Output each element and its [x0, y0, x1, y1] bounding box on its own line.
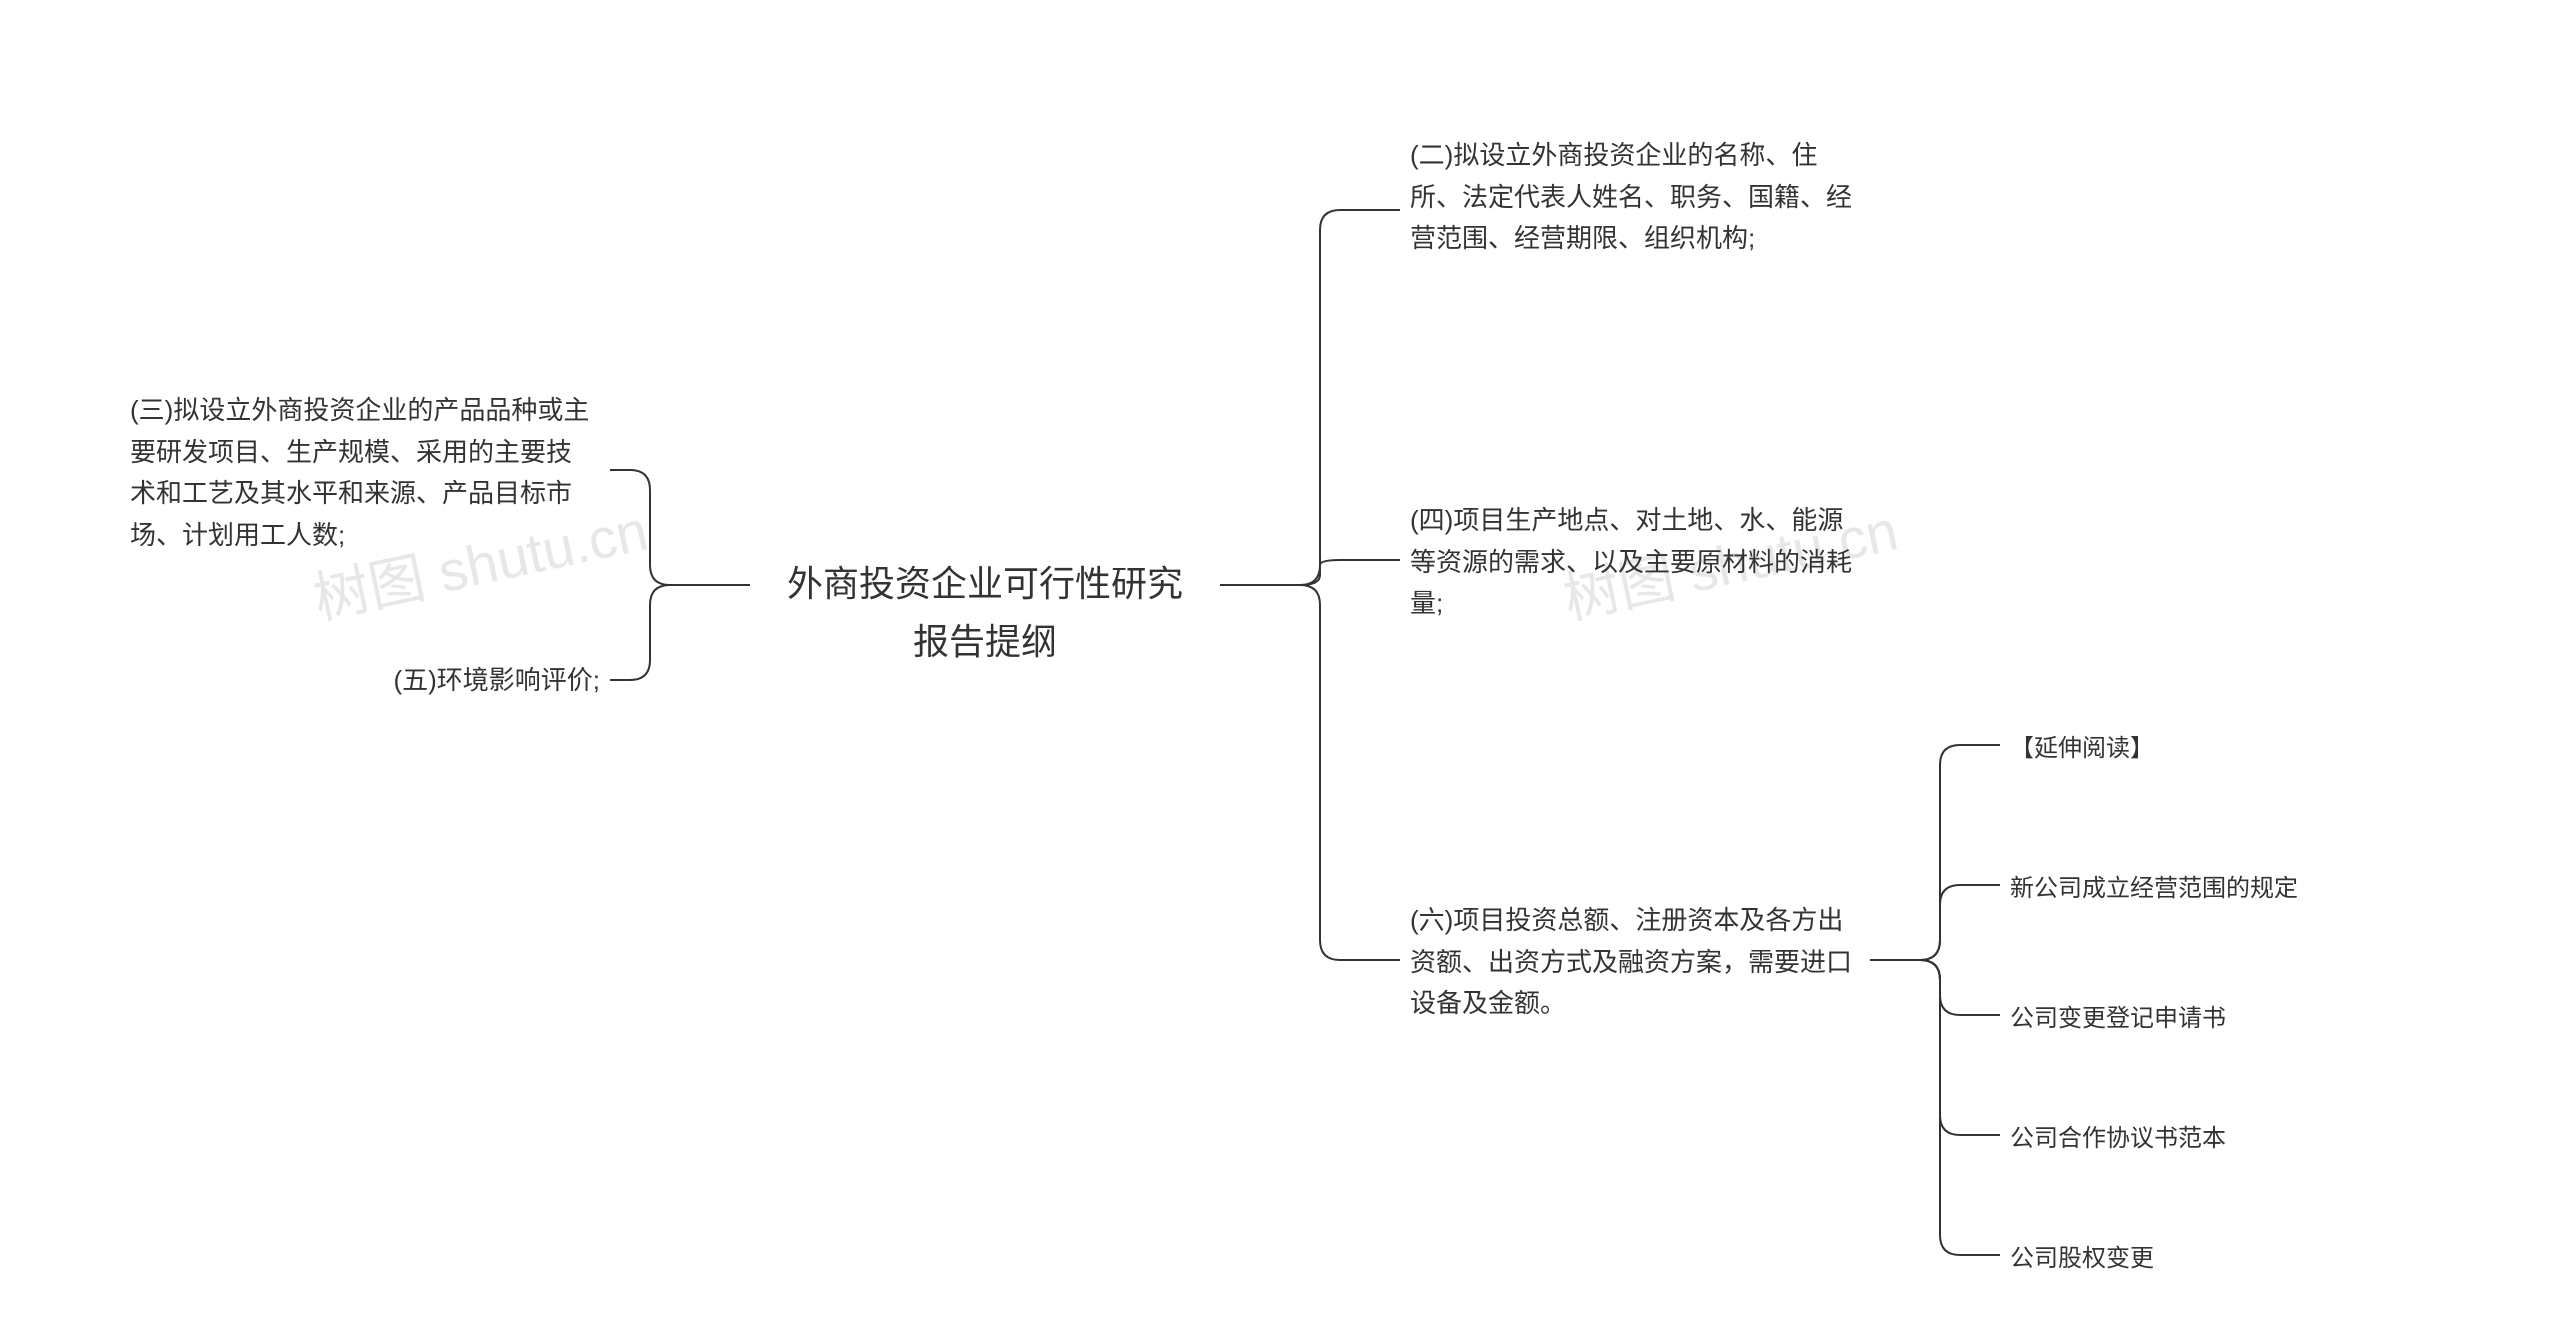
sublevel-item-3: 公司变更登记申请书: [2010, 1000, 2226, 1038]
left-item-3: (三)拟设立外商投资企业的产品品种或主要研发项目、生产规模、采用的主要技术和工艺…: [130, 390, 590, 556]
center-node: 外商投资企业可行性研究 报告提纲: [760, 555, 1210, 670]
right-item-4: (四)项目生产地点、对土地、水、能源等资源的需求、以及主要原材料的消耗量;: [1410, 500, 1860, 625]
sublevel-item-2: 新公司成立经营范围的规定: [2010, 870, 2298, 908]
sublevel-item-4: 公司合作协议书范本: [2010, 1120, 2226, 1158]
sublevel-item-1: 【延伸阅读】: [2010, 730, 2154, 768]
left-item-5: (五)环境影响评价;: [380, 660, 600, 702]
connector-right: [1220, 200, 1400, 980]
connector-left: [610, 460, 750, 690]
center-title-line1: 外商投资企业可行性研究: [760, 555, 1210, 613]
right-item-2: (二)拟设立外商投资企业的名称、住所、法定代表人姓名、职务、国籍、经营范围、经营…: [1410, 135, 1860, 260]
sublevel-item-5: 公司股权变更: [2010, 1240, 2154, 1278]
center-title-line2: 报告提纲: [760, 613, 1210, 671]
connector-sublevel: [1870, 735, 2000, 1265]
right-item-6: (六)项目投资总额、注册资本及各方出资额、出资方式及融资方案，需要进口设备及金额…: [1410, 900, 1860, 1025]
